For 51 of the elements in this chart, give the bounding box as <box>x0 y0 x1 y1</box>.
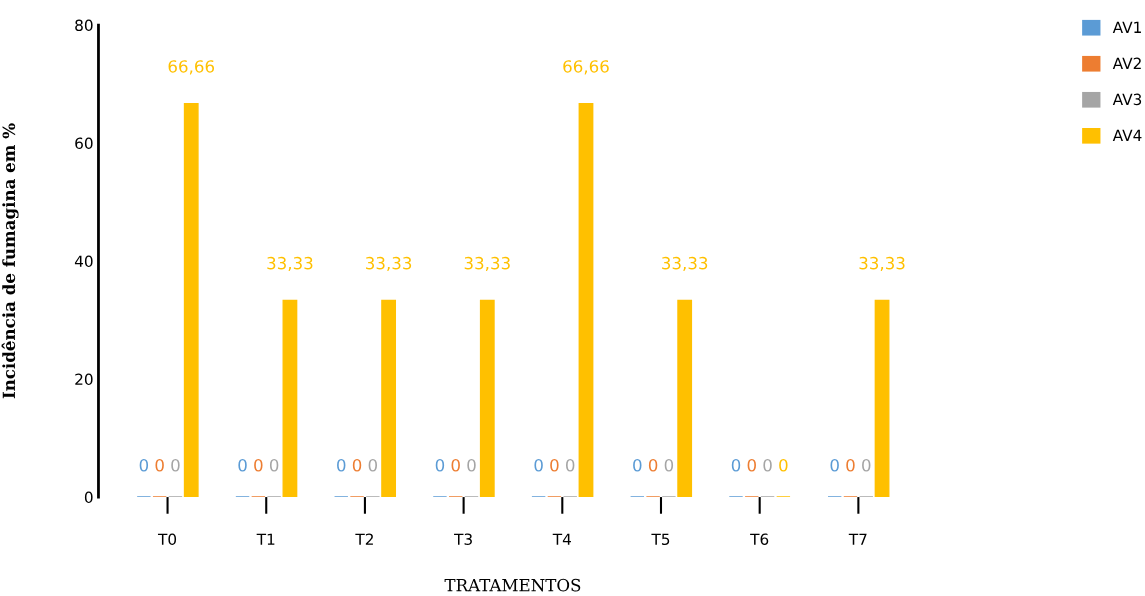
data-label: 0 <box>779 459 788 472</box>
legend-label: AV3 <box>1112 93 1142 106</box>
data-label: 0 <box>435 459 445 472</box>
data-label: 33,33 <box>464 256 510 272</box>
data-label: 0 <box>846 459 855 472</box>
data-label: 0 <box>566 459 575 472</box>
x-tick-label: T7 <box>848 533 867 545</box>
x-tick-label: T6 <box>750 533 769 545</box>
legend-label: AV1 <box>1112 21 1141 33</box>
data-label: 33,33 <box>267 256 313 272</box>
legend-label: AV4 <box>1112 129 1142 141</box>
data-label: 0 <box>664 459 674 472</box>
x-tick-label: T1 <box>256 533 275 545</box>
data-label: 66,66 <box>168 60 215 75</box>
y-tick-label: 60 <box>75 137 93 150</box>
legend-label: AV2 <box>1112 57 1141 69</box>
x-tick-label: T4 <box>552 533 571 545</box>
data-label: 33,33 <box>662 256 708 272</box>
data-label: 0 <box>171 459 180 472</box>
data-label: 0 <box>534 459 543 472</box>
data-label: 0 <box>139 459 149 472</box>
data-label: 33,33 <box>859 256 905 272</box>
x-tick-label: T0 <box>157 533 177 545</box>
data-label: 0 <box>633 459 642 472</box>
y-tick-label: 20 <box>75 373 93 386</box>
x-tick-label: T3 <box>454 533 472 545</box>
y-axis-title: Incidência de fumagina em % <box>1 123 19 399</box>
y-tick-label: 40 <box>74 255 93 268</box>
data-label: 0 <box>747 459 756 472</box>
data-label: 0 <box>155 459 164 472</box>
data-label: 0 <box>269 459 279 472</box>
data-label: 0 <box>368 459 378 472</box>
data-label: 0 <box>763 459 772 472</box>
x-tick-label: T5 <box>651 533 670 545</box>
x-tick-label: T2 <box>355 533 373 545</box>
data-label: 66,66 <box>563 60 609 75</box>
data-label: 0 <box>731 459 741 472</box>
data-label: 0 <box>451 459 460 472</box>
data-label: 0 <box>467 459 476 472</box>
data-label: 0 <box>254 459 263 472</box>
data-label: 0 <box>238 459 247 472</box>
data-label: 33,33 <box>366 256 412 272</box>
data-label: 0 <box>337 459 346 472</box>
data-label: 0 <box>352 459 362 472</box>
y-tick-label: 0 <box>84 491 93 504</box>
y-tick-label: 80 <box>75 19 93 32</box>
data-label: 0 <box>830 459 839 472</box>
data-label: 0 <box>862 459 871 472</box>
data-label: 0 <box>648 459 658 472</box>
data-label: 0 <box>550 459 559 472</box>
x-axis-title: TRATAMENTOS <box>444 578 581 592</box>
